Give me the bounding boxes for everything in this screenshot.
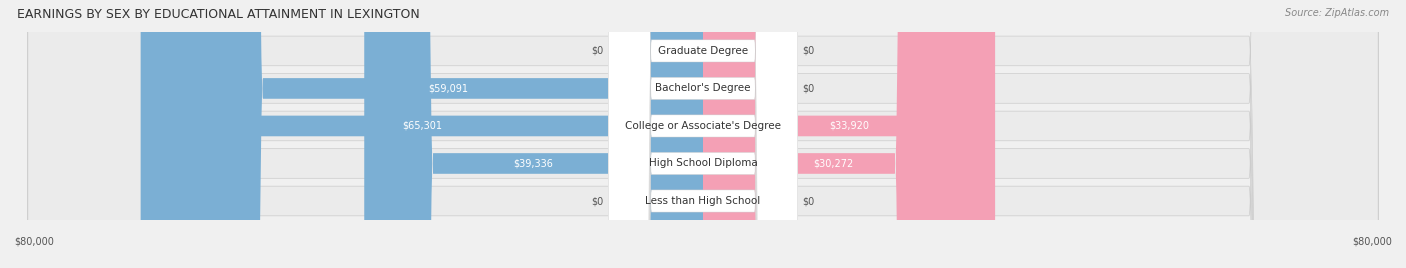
- Text: Less than High School: Less than High School: [645, 196, 761, 206]
- Text: $0: $0: [592, 196, 605, 206]
- Text: $80,000: $80,000: [1353, 237, 1392, 247]
- FancyBboxPatch shape: [28, 0, 1378, 268]
- Text: $80,000: $80,000: [14, 237, 53, 247]
- Text: Bachelor's Degree: Bachelor's Degree: [655, 83, 751, 94]
- Text: College or Associate's Degree: College or Associate's Degree: [626, 121, 780, 131]
- FancyBboxPatch shape: [609, 0, 797, 268]
- Text: $0: $0: [801, 196, 814, 206]
- FancyBboxPatch shape: [28, 0, 1378, 268]
- Text: $30,272: $30,272: [813, 158, 853, 169]
- FancyBboxPatch shape: [703, 0, 995, 268]
- Text: Source: ZipAtlas.com: Source: ZipAtlas.com: [1285, 8, 1389, 18]
- FancyBboxPatch shape: [28, 0, 1378, 268]
- Text: $0: $0: [801, 46, 814, 56]
- FancyBboxPatch shape: [28, 0, 1378, 268]
- Text: High School Diploma: High School Diploma: [648, 158, 758, 169]
- FancyBboxPatch shape: [141, 0, 703, 268]
- Text: $33,920: $33,920: [830, 121, 869, 131]
- FancyBboxPatch shape: [609, 0, 797, 268]
- FancyBboxPatch shape: [609, 0, 797, 268]
- FancyBboxPatch shape: [609, 0, 797, 268]
- FancyBboxPatch shape: [609, 0, 797, 268]
- Text: $39,336: $39,336: [513, 158, 554, 169]
- FancyBboxPatch shape: [364, 0, 703, 268]
- Text: $0: $0: [592, 46, 605, 56]
- FancyBboxPatch shape: [703, 0, 963, 268]
- Text: EARNINGS BY SEX BY EDUCATIONAL ATTAINMENT IN LEXINGTON: EARNINGS BY SEX BY EDUCATIONAL ATTAINMEN…: [17, 8, 419, 21]
- Text: $65,301: $65,301: [402, 121, 441, 131]
- Text: $59,091: $59,091: [429, 83, 468, 94]
- Text: Graduate Degree: Graduate Degree: [658, 46, 748, 56]
- FancyBboxPatch shape: [194, 0, 703, 268]
- Text: $0: $0: [801, 83, 814, 94]
- FancyBboxPatch shape: [28, 0, 1378, 268]
